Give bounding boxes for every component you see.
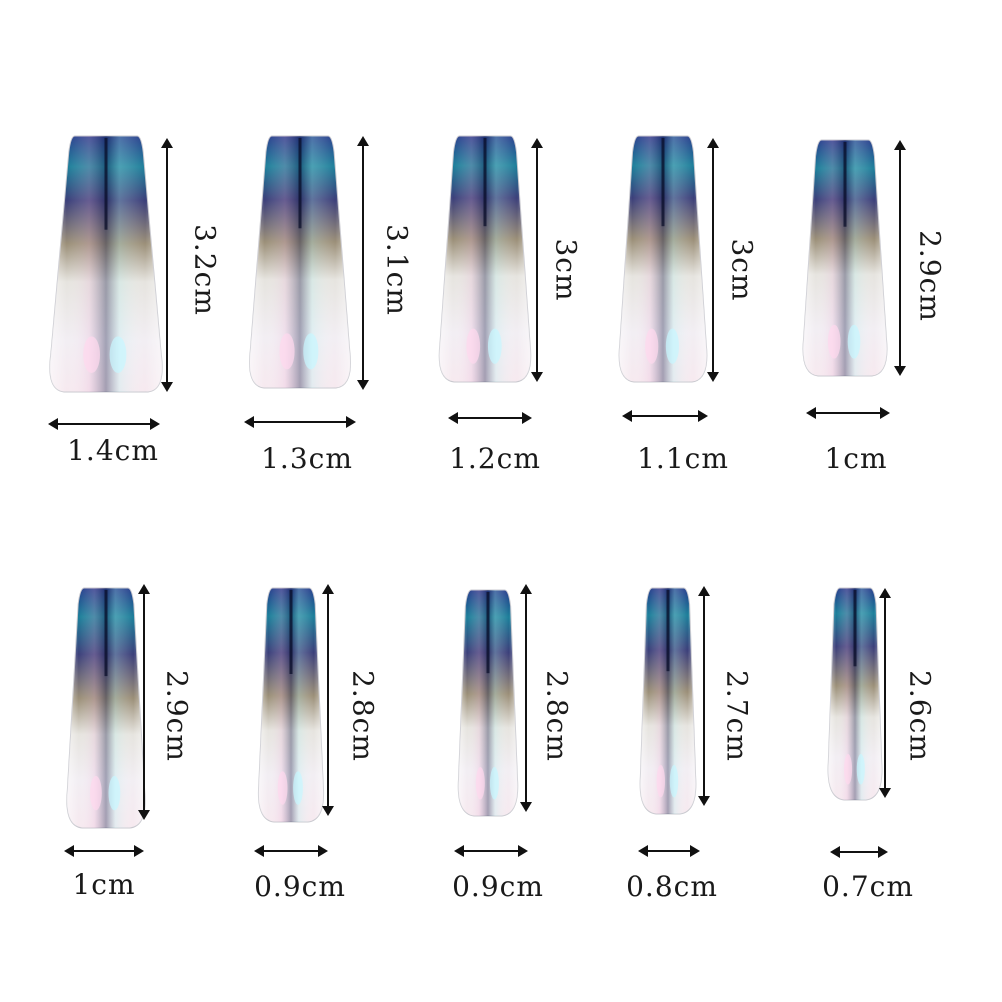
nail-tip-image — [46, 132, 166, 394]
length-dimension-arrow — [138, 584, 150, 820]
width-label: 1.3cm — [261, 442, 353, 475]
length-label: 2.9cm — [913, 230, 947, 322]
length-label: 2.8cm — [540, 670, 574, 762]
nail-tip-image — [256, 584, 326, 824]
nail-tip-image — [800, 136, 890, 378]
length-label: 3cm — [549, 238, 583, 302]
length-dimension-arrow — [357, 136, 369, 390]
length-label: 3cm — [725, 238, 759, 302]
length-label: 3.2cm — [188, 224, 222, 316]
width-dimension-arrow — [64, 845, 144, 857]
nail-tip-image — [436, 132, 534, 384]
nail-tip-image — [246, 132, 354, 390]
length-dimension-arrow — [707, 138, 719, 382]
length-dimension-arrow — [879, 588, 891, 798]
length-dimension-arrow — [161, 138, 173, 392]
width-label: 1.1cm — [637, 442, 729, 475]
width-label: 1.2cm — [449, 442, 541, 475]
width-dimension-arrow — [448, 412, 532, 424]
width-label: 1cm — [72, 868, 136, 901]
length-dimension-arrow — [894, 140, 906, 376]
nail-tip-image — [826, 584, 884, 802]
width-dimension-arrow — [48, 418, 160, 430]
width-dimension-arrow — [830, 846, 888, 858]
width-dimension-arrow — [254, 845, 328, 857]
width-label: 0.8cm — [626, 870, 718, 903]
width-label: 0.7cm — [822, 870, 914, 903]
width-dimension-arrow — [454, 845, 528, 857]
length-dimension-arrow — [531, 138, 543, 382]
length-label: 2.9cm — [160, 670, 194, 762]
length-label: 2.6cm — [903, 670, 937, 762]
width-label: 0.9cm — [254, 870, 346, 903]
width-dimension-arrow — [806, 407, 890, 419]
length-label: 2.7cm — [720, 670, 754, 762]
width-dimension-arrow — [622, 410, 708, 422]
nail-tip-image — [638, 584, 698, 816]
length-dimension-arrow — [322, 584, 334, 816]
width-dimension-arrow — [638, 845, 700, 857]
width-dimension-arrow — [244, 416, 356, 428]
length-label: 2.8cm — [346, 670, 380, 762]
length-label: 3.1cm — [380, 224, 414, 316]
nail-tip-image — [616, 132, 710, 384]
nail-tip-image — [456, 586, 520, 818]
length-dimension-arrow — [520, 584, 532, 812]
width-label: 1cm — [824, 442, 888, 475]
nail-tip-image — [64, 584, 148, 830]
width-label: 0.9cm — [452, 870, 544, 903]
width-label: 1.4cm — [67, 434, 159, 467]
length-dimension-arrow — [698, 586, 710, 806]
